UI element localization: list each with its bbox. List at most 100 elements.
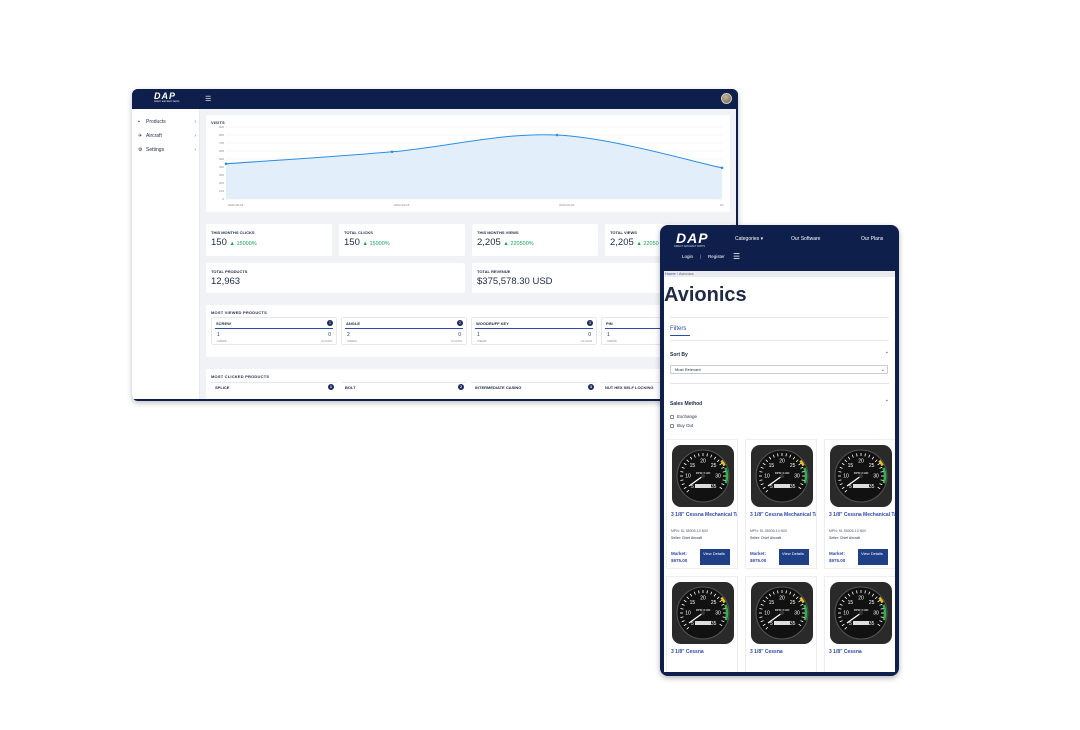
tachometer-image[interactable]: 510 15 20 25 30 35 RPM X100 <box>829 581 893 645</box>
clicked-product-item[interactable]: INTERMEDIATE CASING 3 <box>471 382 597 392</box>
divider <box>345 328 463 329</box>
hamburger-icon[interactable]: ☰ <box>733 252 741 261</box>
svg-text:RPM X100: RPM X100 <box>854 608 869 612</box>
product-card[interactable]: 5 10 15 20 25 30 35 RPM X100 3 1/8" Cessna Mec… <box>824 439 895 569</box>
login-link[interactable]: Login <box>682 254 694 259</box>
svg-text:35: 35 <box>711 484 717 490</box>
sales-method-heading[interactable]: Sales Method <box>670 401 703 407</box>
clicked-product-item[interactable]: BOLT 2 <box>341 382 467 392</box>
y-tick-label: 0 <box>222 197 224 201</box>
visits-chart: 900 800 700 600 500 400 300 200 100 0 2020-08-18 20… <box>219 125 724 207</box>
svg-text:30: 30 <box>794 474 800 480</box>
total-value: $375,578.30 USD <box>477 276 553 287</box>
tachometer-image[interactable]: 510 15 20 25 30 35 RPM X100 <box>829 444 893 508</box>
total-label: TOTAL REVENUE <box>477 269 511 274</box>
tachometer-image[interactable]: 510 15 20 25 30 35 RPM X100 <box>671 581 735 645</box>
mobile-window: DAP DIRECT AIRCRAFT PARTS Categories ▾ O… <box>660 225 899 676</box>
y-tick-label: 300 <box>219 173 224 177</box>
visits-line <box>225 134 723 169</box>
visits-title: VISITS <box>211 120 225 125</box>
avatar[interactable] <box>721 93 732 104</box>
svg-text:15: 15 <box>690 463 696 469</box>
y-tick-label: 500 <box>219 157 224 161</box>
product-name: SCREW <box>216 321 231 326</box>
svg-text:15: 15 <box>848 463 854 469</box>
product-title[interactable]: 3 1/8" Cessna <box>750 649 783 655</box>
divider <box>670 383 889 384</box>
clicked-product-item[interactable]: SPLICE 1 <box>211 382 337 392</box>
sort-by-heading[interactable]: Sort By <box>670 352 688 358</box>
product-title[interactable]: 3 1/8" Cessna <box>671 649 704 655</box>
clicks-label: CLICKS <box>581 339 592 343</box>
sidebar-item-products[interactable]: ▪ Products › <box>138 117 196 127</box>
dap-logo[interactable]: DAP <box>676 230 709 246</box>
product-mpn: MPN: SL 55005-14 N00 <box>750 529 788 533</box>
visits-area <box>226 134 722 199</box>
tachometer-image[interactable]: 510 15 20 25 30 35 RPM X100 <box>750 581 814 645</box>
sidebar-item-aircraft[interactable]: ✈ Aircraft › <box>138 131 196 141</box>
view-details-button[interactable]: View Details <box>700 549 730 565</box>
product-title[interactable]: 3 1/8" Cessna Mechanical Tachomete... <box>750 512 816 518</box>
buy-out-checkbox[interactable]: Buy Out <box>670 423 693 428</box>
view-details-button[interactable]: View Details <box>858 549 888 565</box>
register-link[interactable]: Register <box>708 254 725 259</box>
product-card[interactable]: 5 10 15 20 25 30 35 RPM X100 3 1/8" Cessna <box>745 576 817 672</box>
svg-text:30: 30 <box>794 611 800 617</box>
svg-text:30: 30 <box>715 474 721 480</box>
dap-logo[interactable]: DAP DIRECT AIRCRAFT PARTS <box>154 92 179 104</box>
views-label: VIEWS <box>217 339 227 343</box>
stat-card-month-views: THIS MONTHS VIEWS 2,205 ▲ 220500% <box>472 224 598 256</box>
view-details-button[interactable]: View Details <box>779 549 809 565</box>
product-title[interactable]: 3 1/8" Cessna <box>829 649 862 655</box>
exchange-checkbox[interactable]: Exchange <box>670 414 697 419</box>
product-name: ANGLE <box>346 321 360 326</box>
breadcrumb: Home / Avionics <box>664 271 895 277</box>
visits-point[interactable] <box>555 133 559 137</box>
market-label: Market: <box>671 551 688 556</box>
y-tick-label: 900 <box>219 125 224 129</box>
nav-our-plans[interactable]: Our Plans <box>861 236 884 242</box>
svg-text:RPM X100: RPM X100 <box>775 608 790 612</box>
filters-tab[interactable]: Filters <box>670 326 687 332</box>
filters-underline <box>670 335 690 336</box>
product-name: BOLT <box>345 385 356 390</box>
viewed-product-card[interactable]: SCREW 1 1 0 VIEWS CLICKS <box>211 317 337 345</box>
visits-point[interactable] <box>390 150 394 154</box>
most-viewed-card: MOST VIEWED PRODUCTS SCREW 1 1 0 VIEWS C… <box>206 305 730 357</box>
tachometer-image[interactable]: 510 15 20 25 30 35 RPM X100 <box>750 444 814 508</box>
chevron-down-icon[interactable]: ⌄ <box>884 397 889 403</box>
product-title[interactable]: 3 1/8" Cessna Mechanical Tachomete... <box>671 512 737 518</box>
svg-text:10: 10 <box>843 474 849 480</box>
product-title[interactable]: 3 1/8" Cessna Mechanical Tachomete... <box>829 512 895 518</box>
product-card[interactable]: 5 10 15 20 25 30 35 RPM X100 3 1/8" Cessna <box>824 576 895 672</box>
product-card[interactable]: 5 10 15 20 25 30 35 RPM X100 3 1/8" Cessna Mec… <box>666 439 738 569</box>
breadcrumb-home[interactable]: Home <box>665 271 676 276</box>
hamburger-icon[interactable]: ☰ <box>205 96 212 103</box>
product-name: NUT HEX SELF LOCKING <box>605 385 654 390</box>
viewed-product-card[interactable]: ANGLE 2 2 0 VIEWS CLICKS <box>341 317 467 345</box>
chevron-down-icon[interactable]: ⌄ <box>884 349 889 355</box>
visits-point[interactable] <box>224 162 228 166</box>
nav-categories[interactable]: Categories ▾ <box>735 236 764 242</box>
svg-text:5: 5 <box>770 484 773 490</box>
price-value: $975.00 <box>750 558 767 563</box>
views-count: 1 <box>217 332 220 338</box>
checkbox-box[interactable] <box>670 423 674 428</box>
tachometer-image[interactable]: 510 15 20 25 30 35 RPM X100 <box>671 444 735 508</box>
sort-select[interactable]: Most Relevant ⌄ <box>670 365 888 374</box>
most-viewed-title: MOST VIEWED PRODUCTS <box>211 310 268 315</box>
stat-value: 150 <box>344 237 360 248</box>
checkbox-box[interactable] <box>670 414 674 419</box>
sidebar-item-settings[interactable]: ⚙ Settings › <box>138 145 196 155</box>
viewed-product-card[interactable]: WOODRUFF KEY 3 1 0 VIEWS CLICKS <box>471 317 597 345</box>
svg-text:20: 20 <box>858 459 864 465</box>
product-card[interactable]: 5 10 15 20 25 30 35 RPM X100 3 1/8" Cessna Mec… <box>745 439 817 569</box>
settings-icon: ⚙ <box>138 147 143 153</box>
stat-change: ▲ 15000% <box>362 241 390 247</box>
visits-point[interactable] <box>720 166 724 170</box>
product-card[interactable]: 5 10 15 20 25 30 35 RPM X100 3 1/8" Cessna <box>666 576 738 672</box>
svg-text:20: 20 <box>779 459 785 465</box>
nav-our-software[interactable]: Our Software <box>791 236 821 242</box>
product-name: PIN <box>606 321 613 326</box>
divider <box>670 340 889 341</box>
